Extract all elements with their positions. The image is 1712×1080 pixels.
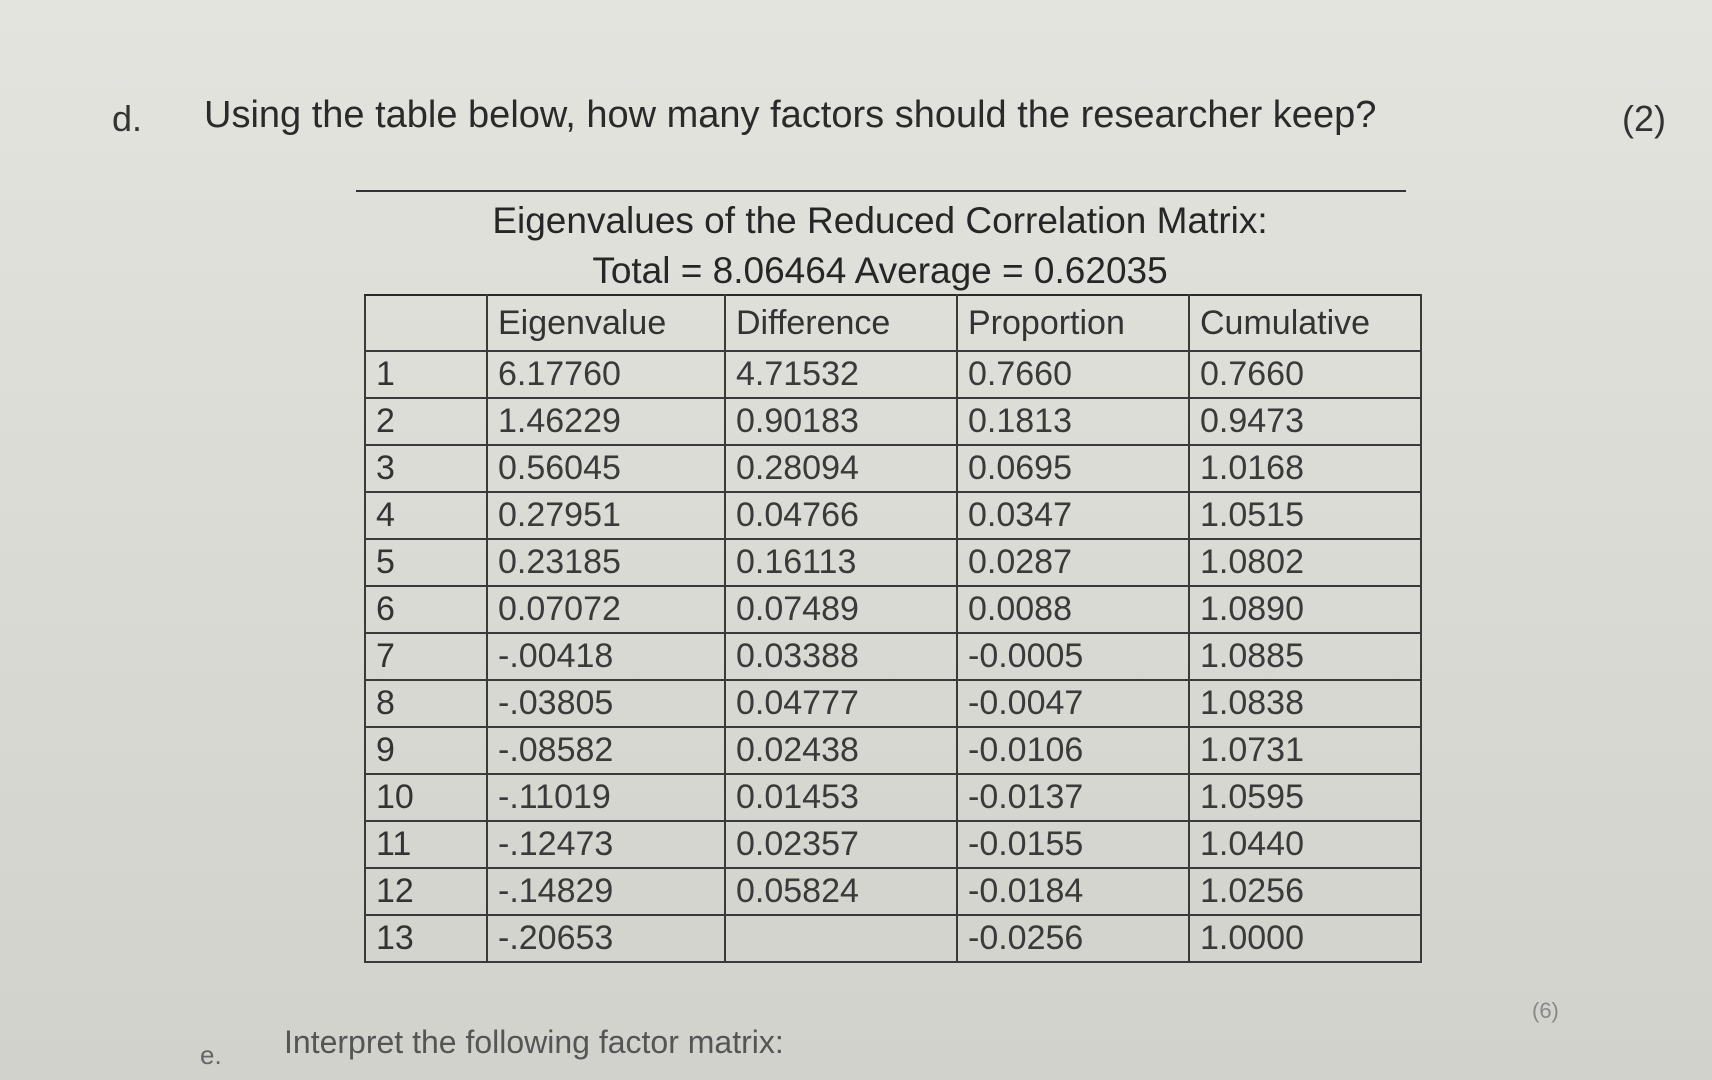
cell-proportion: 0.0695 <box>956 444 1190 493</box>
cell-difference: 0.90183 <box>724 397 958 446</box>
cell-eigenvalue: 6.17760 <box>486 350 726 399</box>
cell-cumulative: 1.0595 <box>1188 773 1422 822</box>
table-title: Eigenvalues of the Reduced Correlation M… <box>492 200 1268 241</box>
cell-cumulative: 0.9473 <box>1188 397 1422 446</box>
cell-difference: 0.02357 <box>724 820 958 869</box>
cell-proportion: -0.0005 <box>956 632 1190 681</box>
cell-index: 5 <box>364 538 488 587</box>
header-cumulative: Cumulative <box>1188 294 1422 352</box>
cell-eigenvalue: 0.07072 <box>486 585 726 634</box>
cell-difference: 0.04766 <box>724 491 958 540</box>
question-e-text: Interpret the following factor matrix: <box>284 1024 784 1060</box>
cell-proportion: -0.0155 <box>956 820 1190 869</box>
cell-proportion: -0.0047 <box>956 679 1190 728</box>
cell-cumulative: 1.0000 <box>1188 914 1422 963</box>
table-row: 11 -.12473 0.02357 -0.0155 1.0440 <box>364 820 1422 869</box>
table-header-row: Eigenvalue Difference Proportion Cumulat… <box>364 294 1422 352</box>
cell-cumulative: 1.0885 <box>1188 632 1422 681</box>
table-row: 6 0.07072 0.07489 0.0088 1.0890 <box>364 585 1422 634</box>
cell-proportion: 0.1813 <box>956 397 1190 446</box>
cell-proportion: -0.0184 <box>956 867 1190 916</box>
question-d-marks: (2) <box>1622 98 1666 139</box>
cell-difference: 0.03388 <box>724 632 958 681</box>
cell-difference: 0.28094 <box>724 444 958 493</box>
table-row: 12 -.14829 0.05824 -0.0184 1.0256 <box>364 867 1422 916</box>
question-e-letter: e. <box>200 1040 222 1070</box>
table-row: 8 -.03805 0.04777 -0.0047 1.0838 <box>364 679 1422 728</box>
table-body: 1 6.17760 4.71532 0.7660 0.7660 2 1.46229 0.901… <box>364 350 1422 963</box>
cell-difference: 0.04777 <box>724 679 958 728</box>
header-eigenvalue: Eigenvalue <box>486 294 726 352</box>
cell-difference: 0.01453 <box>724 773 958 822</box>
header-difference: Difference <box>724 294 958 352</box>
question-d-text: Using the table below, how many factors … <box>204 94 1377 136</box>
cell-proportion: 0.0287 <box>956 538 1190 587</box>
cell-proportion: -0.0106 <box>956 726 1190 775</box>
cell-index: 13 <box>364 914 488 963</box>
table-row: 9 -.08582 0.02438 -0.0106 1.0731 <box>364 726 1422 775</box>
cell-index: 2 <box>364 397 488 446</box>
cell-eigenvalue: -.03805 <box>486 679 726 728</box>
table-row: 7 -.00418 0.03388 -0.0005 1.0885 <box>364 632 1422 681</box>
cell-eigenvalue: -.12473 <box>486 820 726 869</box>
cell-cumulative: 1.0890 <box>1188 585 1422 634</box>
table-row: 1 6.17760 4.71532 0.7660 0.7660 <box>364 350 1422 399</box>
cell-cumulative: 1.0731 <box>1188 726 1422 775</box>
question-d-letter: d. <box>112 98 143 139</box>
question-e-marks: (6) <box>1532 998 1559 1023</box>
cell-index: 11 <box>364 820 488 869</box>
cell-cumulative: 1.0838 <box>1188 679 1422 728</box>
cell-eigenvalue: -.11019 <box>486 773 726 822</box>
cell-eigenvalue: -.08582 <box>486 726 726 775</box>
cell-eigenvalue: 0.56045 <box>486 444 726 493</box>
cell-difference <box>724 914 958 963</box>
table-subtitle: Total = 8.06464 Average = 0.62035 <box>592 250 1168 291</box>
cell-eigenvalue: -.20653 <box>486 914 726 963</box>
cell-proportion: 0.0347 <box>956 491 1190 540</box>
cell-eigenvalue: 1.46229 <box>486 397 726 446</box>
table-row: 2 1.46229 0.90183 0.1813 0.9473 <box>364 397 1422 446</box>
cell-eigenvalue: -.14829 <box>486 867 726 916</box>
cell-index: 3 <box>364 444 488 493</box>
cell-index: 1 <box>364 350 488 399</box>
cell-index: 9 <box>364 726 488 775</box>
cell-proportion: 0.7660 <box>956 350 1190 399</box>
cell-proportion: -0.0137 <box>956 773 1190 822</box>
cell-cumulative: 1.0802 <box>1188 538 1422 587</box>
cell-eigenvalue: -.00418 <box>486 632 726 681</box>
cell-index: 6 <box>364 585 488 634</box>
table-row: 10 -.11019 0.01453 -0.0137 1.0595 <box>364 773 1422 822</box>
table-row: 4 0.27951 0.04766 0.0347 1.0515 <box>364 491 1422 540</box>
cell-index: 7 <box>364 632 488 681</box>
table-caption: Eigenvalues of the Reduced Correlation M… <box>380 196 1380 296</box>
cell-proportion: -0.0256 <box>956 914 1190 963</box>
cell-cumulative: 0.7660 <box>1188 350 1422 399</box>
cell-index: 4 <box>364 491 488 540</box>
table-row: 13 -.20653 -0.0256 1.0000 <box>364 914 1422 963</box>
table-row: 3 0.56045 0.28094 0.0695 1.0168 <box>364 444 1422 493</box>
cell-cumulative: 1.0168 <box>1188 444 1422 493</box>
table-row: 5 0.23185 0.16113 0.0287 1.0802 <box>364 538 1422 587</box>
cell-difference: 0.05824 <box>724 867 958 916</box>
cell-difference: 0.02438 <box>724 726 958 775</box>
cell-difference: 0.16113 <box>724 538 958 587</box>
header-index <box>364 294 488 352</box>
cell-eigenvalue: 0.23185 <box>486 538 726 587</box>
header-proportion: Proportion <box>956 294 1190 352</box>
table-top-rule <box>356 190 1406 192</box>
cell-difference: 4.71532 <box>724 350 958 399</box>
cell-index: 8 <box>364 679 488 728</box>
cell-cumulative: 1.0515 <box>1188 491 1422 540</box>
eigenvalue-table: Eigenvalue Difference Proportion Cumulat… <box>364 294 1422 963</box>
cell-eigenvalue: 0.27951 <box>486 491 726 540</box>
cell-index: 12 <box>364 867 488 916</box>
cell-cumulative: 1.0440 <box>1188 820 1422 869</box>
cell-difference: 0.07489 <box>724 585 958 634</box>
cell-index: 10 <box>364 773 488 822</box>
cell-cumulative: 1.0256 <box>1188 867 1422 916</box>
cell-proportion: 0.0088 <box>956 585 1190 634</box>
